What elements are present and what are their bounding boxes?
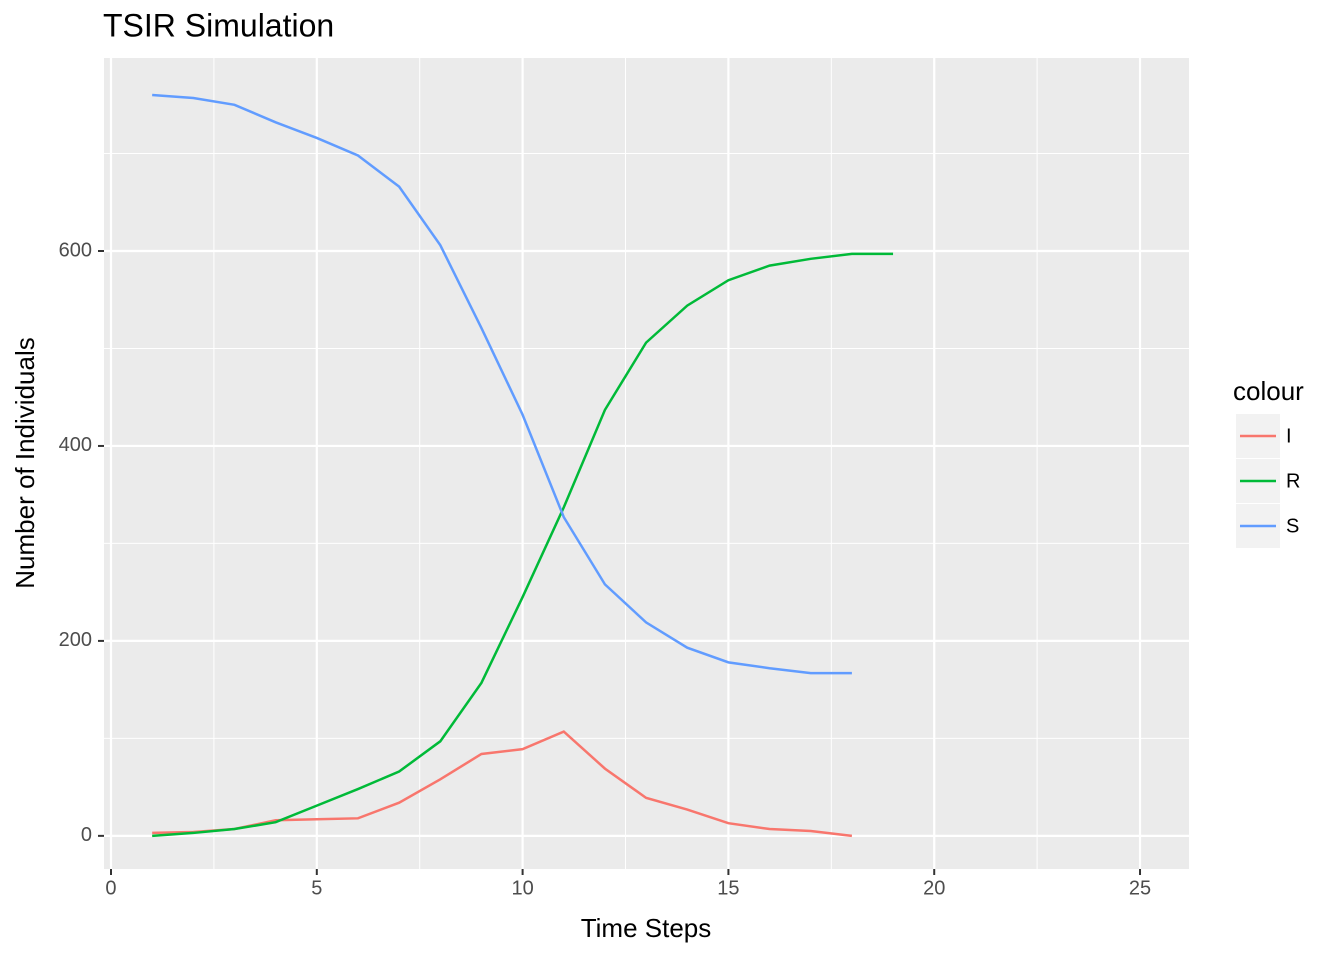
y-axis-title: Number of Individuals: [10, 337, 40, 588]
y-tick-label: 200: [59, 629, 92, 651]
legend-label: I: [1286, 425, 1292, 447]
y-tick-label: 400: [59, 434, 92, 456]
legend-label: S: [1286, 515, 1299, 537]
x-tick-label: 25: [1129, 877, 1151, 899]
x-tick-label: 0: [105, 877, 116, 899]
x-axis-title: Time Steps: [581, 913, 712, 943]
legend-label: R: [1286, 470, 1300, 492]
chart-title: TSIR Simulation: [103, 7, 334, 43]
legend-title: colour: [1233, 376, 1304, 406]
x-tick-label: 10: [511, 877, 533, 899]
plot-panel: [104, 58, 1189, 869]
series-line: [152, 730, 853, 838]
y-tick-label: 0: [81, 824, 92, 846]
x-tick-label: 5: [311, 877, 322, 899]
x-tick-label: 20: [923, 877, 945, 899]
series-line: [152, 93, 852, 675]
y-tick-label: 600: [59, 239, 92, 261]
series-line: [152, 252, 894, 838]
x-tick-label: 15: [717, 877, 739, 899]
